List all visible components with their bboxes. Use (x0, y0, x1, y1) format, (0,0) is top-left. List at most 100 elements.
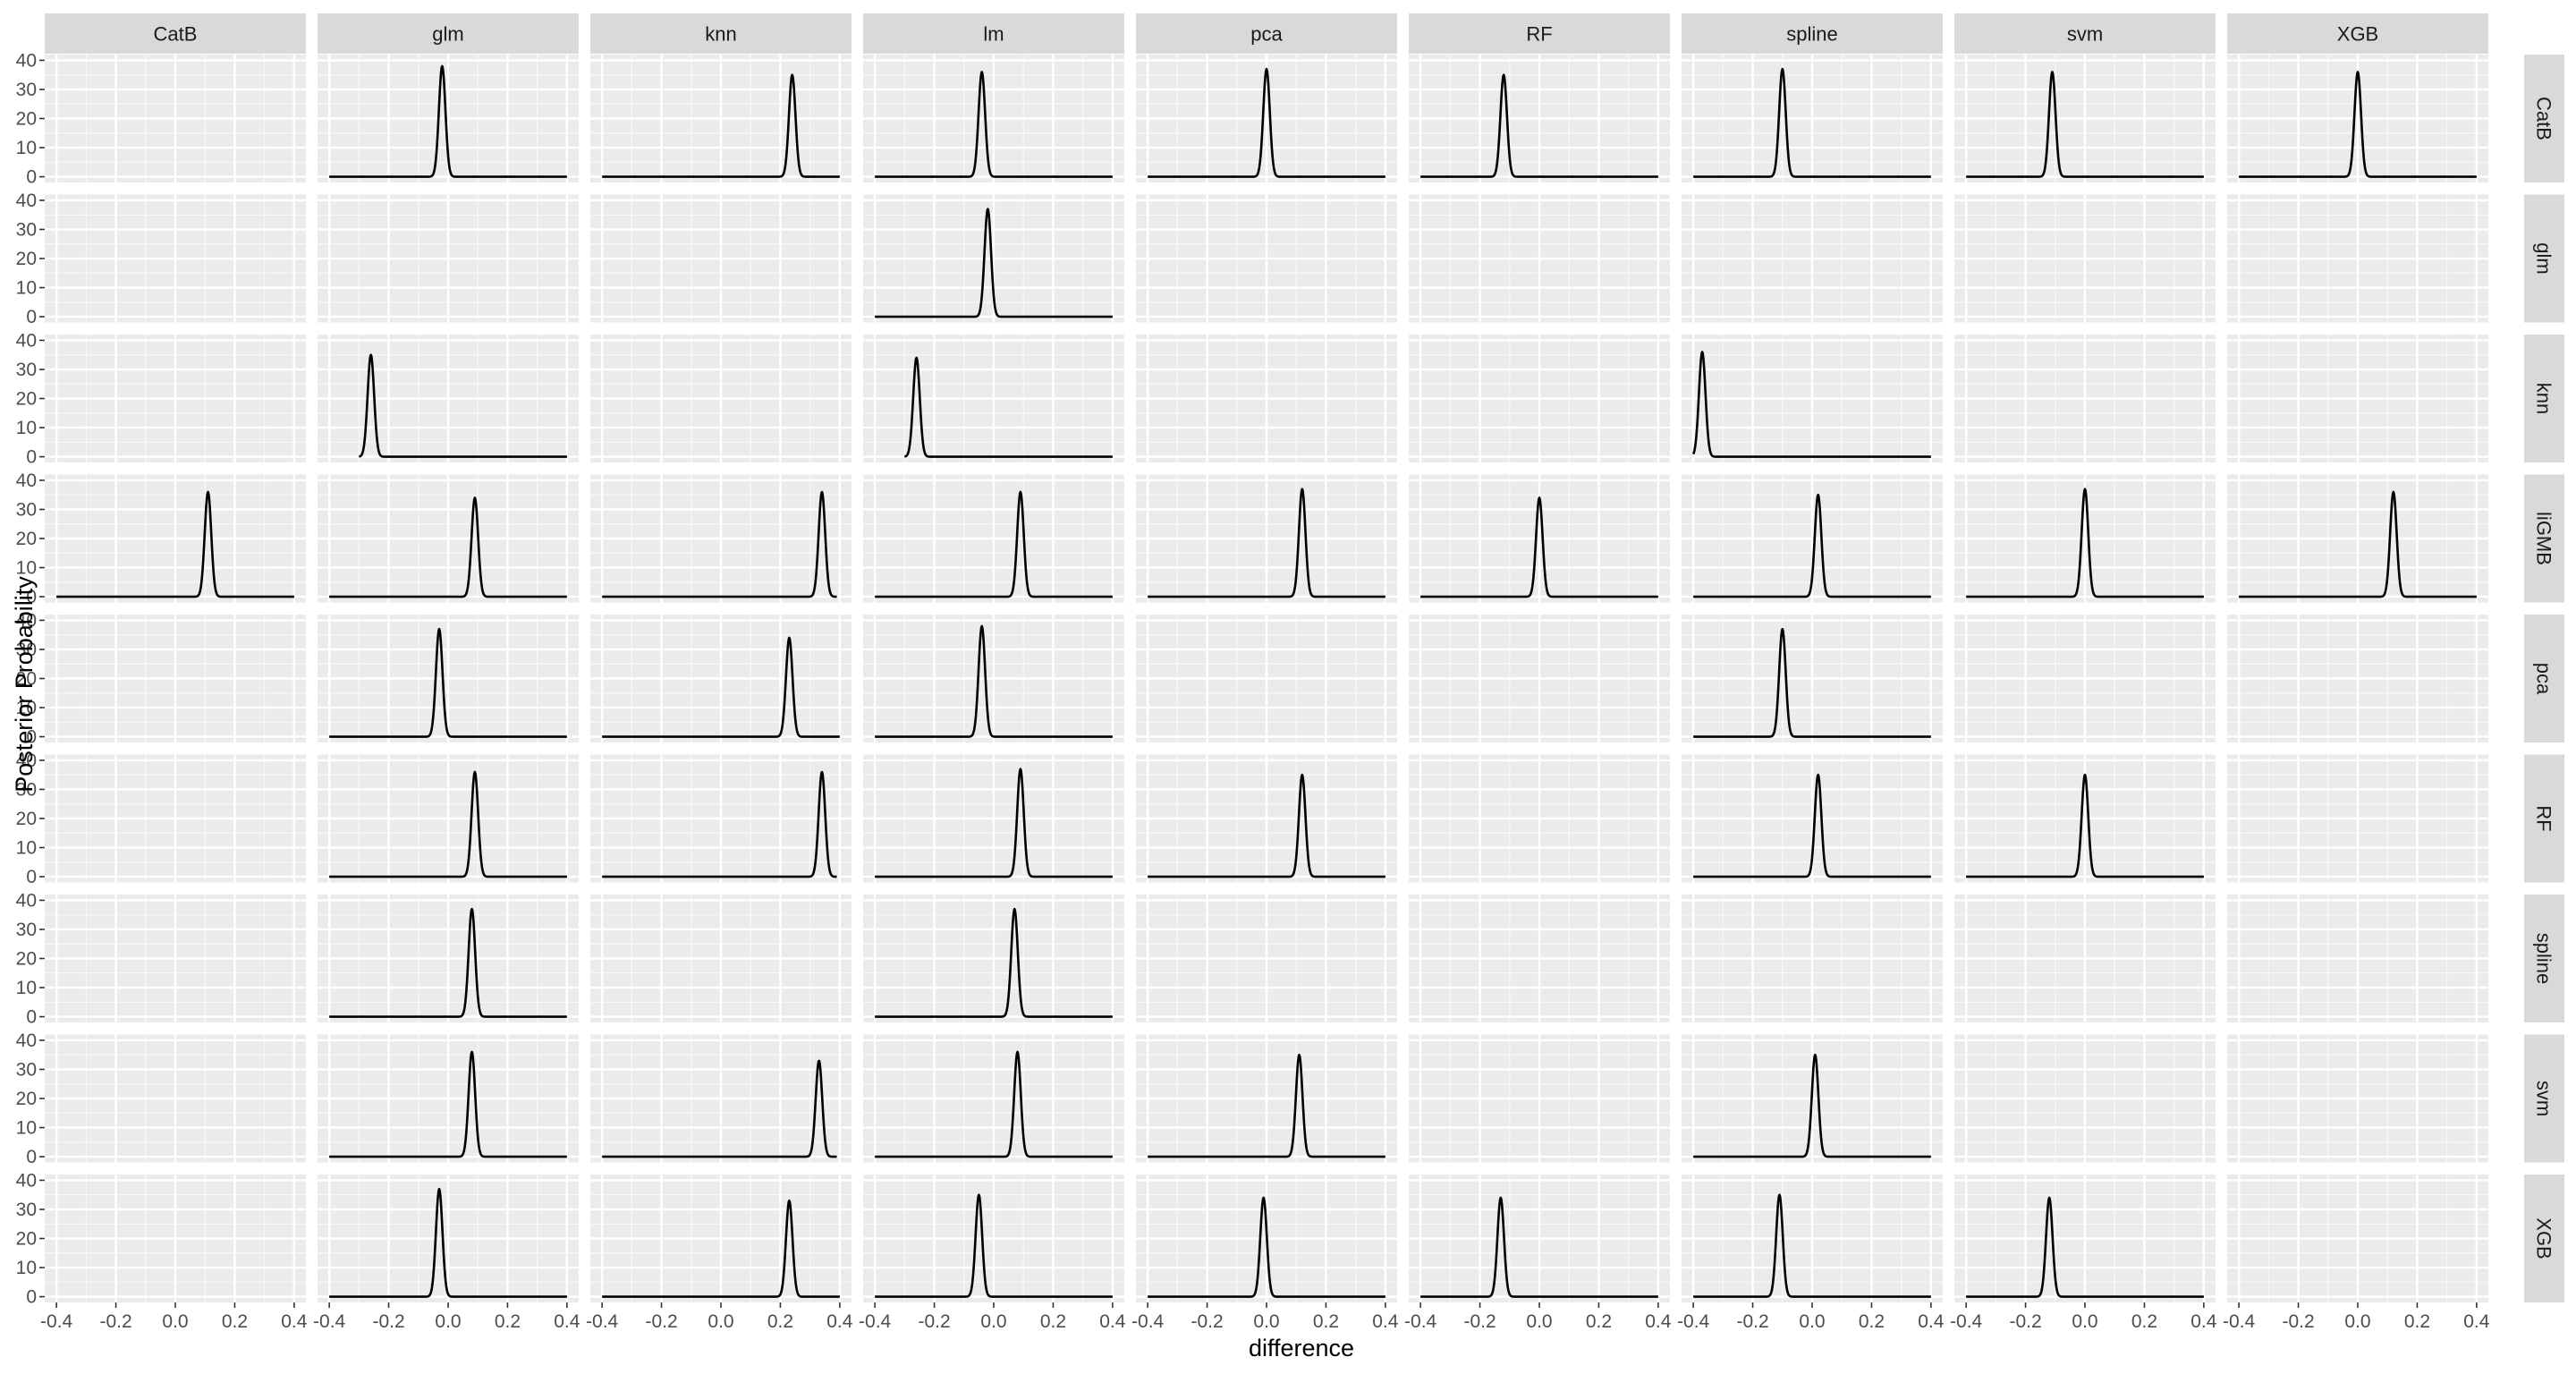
x-tick-label: 0.4 (1372, 1311, 1399, 1332)
x-tick-label: -0.2 (918, 1311, 950, 1332)
y-tick-label: 30 (16, 779, 37, 800)
density-curve (1692, 1053, 1932, 1158)
density-curve (2238, 71, 2478, 178)
facet-panel (590, 194, 852, 323)
y-tick-label: 20 (16, 249, 37, 269)
facet-panel (318, 1175, 579, 1302)
y-tick-label: 0 (26, 447, 37, 468)
column-strip (2227, 13, 2488, 54)
density-curve (1419, 496, 1659, 598)
facet-panel (863, 55, 1124, 182)
facet-panel (1136, 194, 1397, 323)
x-tick-label: -0.4 (859, 1311, 892, 1332)
y-tick-label: 0 (26, 1147, 37, 1167)
facet-panel (1954, 895, 2216, 1022)
row-strip-label: svm (2533, 1081, 2555, 1116)
facet-panel (590, 754, 852, 883)
y-tick-label: 30 (16, 640, 37, 660)
row-strip (2524, 194, 2564, 323)
row-strip-label: XGB (2533, 1217, 2555, 1259)
facet-panel (1136, 335, 1397, 462)
facet-panel (1954, 1034, 2216, 1163)
y-tick-label: 0 (26, 1287, 37, 1308)
y-tick-label: 20 (16, 949, 37, 970)
y-tick-label: 0 (26, 307, 37, 327)
x-tick-label: 0.0 (1526, 1311, 1552, 1332)
density-curve (874, 208, 1114, 318)
x-tick-label: -0.4 (1131, 1311, 1165, 1332)
facet-panel (1136, 615, 1397, 742)
facet-panel (318, 754, 579, 883)
column-strip-label: svm (2067, 23, 2103, 46)
density-curve (601, 1059, 838, 1158)
y-tick-label: 20 (16, 529, 37, 549)
facet-panel (45, 335, 306, 462)
facet-panel (45, 55, 306, 182)
y-tick-label: 0 (26, 167, 37, 188)
facet-panel (1409, 474, 1670, 603)
facet-panel (45, 615, 306, 742)
x-tick-label: 0.0 (708, 1311, 733, 1332)
x-tick-label: -0.4 (1950, 1311, 1983, 1332)
density-curve (328, 627, 568, 738)
y-tick-label: 40 (16, 330, 37, 351)
density-curve (874, 624, 1114, 738)
density-curve (1965, 773, 2205, 878)
facet-panel (1136, 1175, 1397, 1302)
y-tick-label: 10 (16, 698, 37, 718)
y-tick-label: 40 (16, 751, 37, 771)
facet-panel (2227, 194, 2488, 323)
row-strip (2524, 895, 2564, 1022)
y-tick-label: 10 (16, 1118, 37, 1139)
column-strip-label: knn (705, 23, 736, 46)
column-strip-label: CatB (154, 23, 198, 46)
facet-panel (1954, 615, 2216, 742)
density-curve (874, 71, 1114, 178)
facet-panel (1136, 895, 1397, 1022)
density-curve (328, 1050, 568, 1158)
row-strip (2524, 615, 2564, 742)
x-tick-label: 0.0 (1253, 1311, 1279, 1332)
density-curve (1692, 1193, 1932, 1298)
x-tick-label: 0.4 (1645, 1311, 1672, 1332)
x-tick-label: 0.4 (281, 1311, 308, 1332)
facet-panel (1409, 55, 1670, 182)
facet-panel (1409, 754, 1670, 883)
y-tick-label: 0 (26, 867, 37, 887)
facet-panel (1682, 1175, 1943, 1302)
facet-panel (2227, 474, 2488, 603)
x-tick-label: 0.2 (1859, 1311, 1885, 1332)
density-curve (1692, 493, 1932, 598)
y-tick-label: 40 (16, 1030, 37, 1051)
density-curve (328, 64, 568, 178)
density-curve (874, 1050, 1114, 1158)
column-strip (1682, 13, 1943, 54)
density-curve (874, 1193, 1114, 1298)
x-tick-label: -0.2 (99, 1311, 131, 1332)
y-tick-label: 20 (16, 109, 37, 130)
column-strip (1409, 13, 1670, 54)
density-curve (1692, 773, 1932, 878)
facet-panel (863, 474, 1124, 603)
density-curve (55, 490, 295, 598)
facet-panel (318, 335, 579, 462)
row-strip (2524, 335, 2564, 462)
facet-panel (1409, 615, 1670, 742)
density-curve (328, 770, 568, 878)
x-tick-label: -0.2 (1463, 1311, 1496, 1332)
row-strip-label: knn (2533, 383, 2555, 414)
facet-panel (2227, 1175, 2488, 1302)
x-tick-label: 0.2 (1313, 1311, 1339, 1332)
facet-panel (1409, 194, 1670, 323)
y-tick-label: 10 (16, 138, 37, 158)
facet-panel (863, 1034, 1124, 1163)
facet-panel (1682, 615, 1943, 742)
facet-panel (1682, 1034, 1943, 1163)
x-tick-label: 0.2 (2131, 1311, 2157, 1332)
x-tick-label: -0.4 (1677, 1311, 1710, 1332)
facet-panel (863, 754, 1124, 883)
x-tick-label: -0.2 (2282, 1311, 2314, 1332)
facet-panel (590, 1175, 852, 1302)
facet-panel (1954, 1175, 2216, 1302)
